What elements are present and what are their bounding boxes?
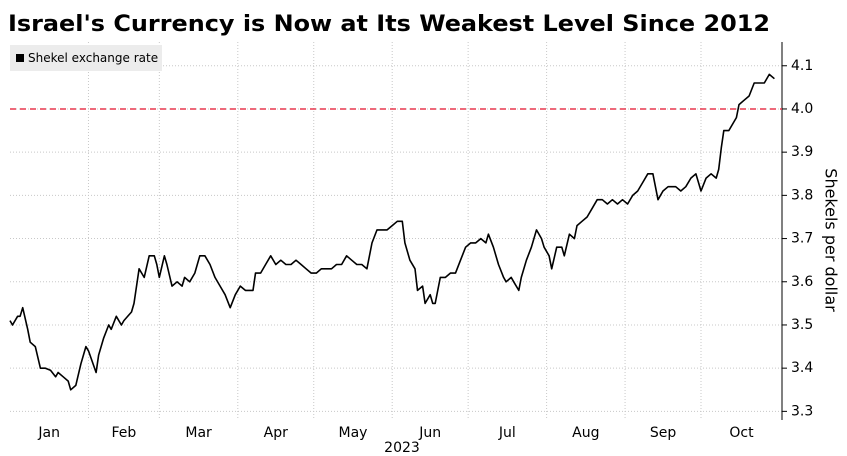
x-axis-label: 2023 (384, 440, 420, 456)
x-tick-label: Jun (418, 425, 441, 441)
y-tick-label: 3.4 (791, 360, 813, 376)
x-tick-label: Feb (112, 425, 137, 441)
x-tick-label: Sep (650, 425, 677, 441)
y-tick-label: 3.9 (791, 144, 813, 160)
y-tick-label: 3.8 (791, 187, 813, 203)
x-tick-label: May (338, 425, 367, 441)
x-tick-label: Mar (185, 425, 212, 441)
y-tick-label: 4.0 (791, 101, 813, 117)
x-tick-label: Jul (498, 425, 516, 441)
line-series (9, 73, 775, 391)
y-tick-label: 3.7 (791, 231, 813, 247)
y-tick-label: 3.3 (791, 403, 813, 419)
y-tick-label: 4.1 (791, 58, 813, 74)
legend-swatch (16, 54, 24, 62)
y-tick-label: 3.5 (791, 317, 813, 333)
x-tick-label: Oct (729, 425, 754, 441)
y-tick-label: 3.6 (791, 274, 813, 290)
x-tick-label: Apr (264, 425, 288, 441)
legend-box (10, 45, 162, 71)
legend-label: Shekel exchange rate (28, 51, 158, 65)
y-axis-label: Shekels per dollar (822, 168, 841, 312)
chart-title: Israel's Currency is Now at Its Weakest … (8, 12, 770, 37)
legend: Shekel exchange rate (10, 45, 162, 71)
x-tick-label: Jan (37, 425, 60, 441)
x-tick-label: Aug (572, 425, 599, 441)
